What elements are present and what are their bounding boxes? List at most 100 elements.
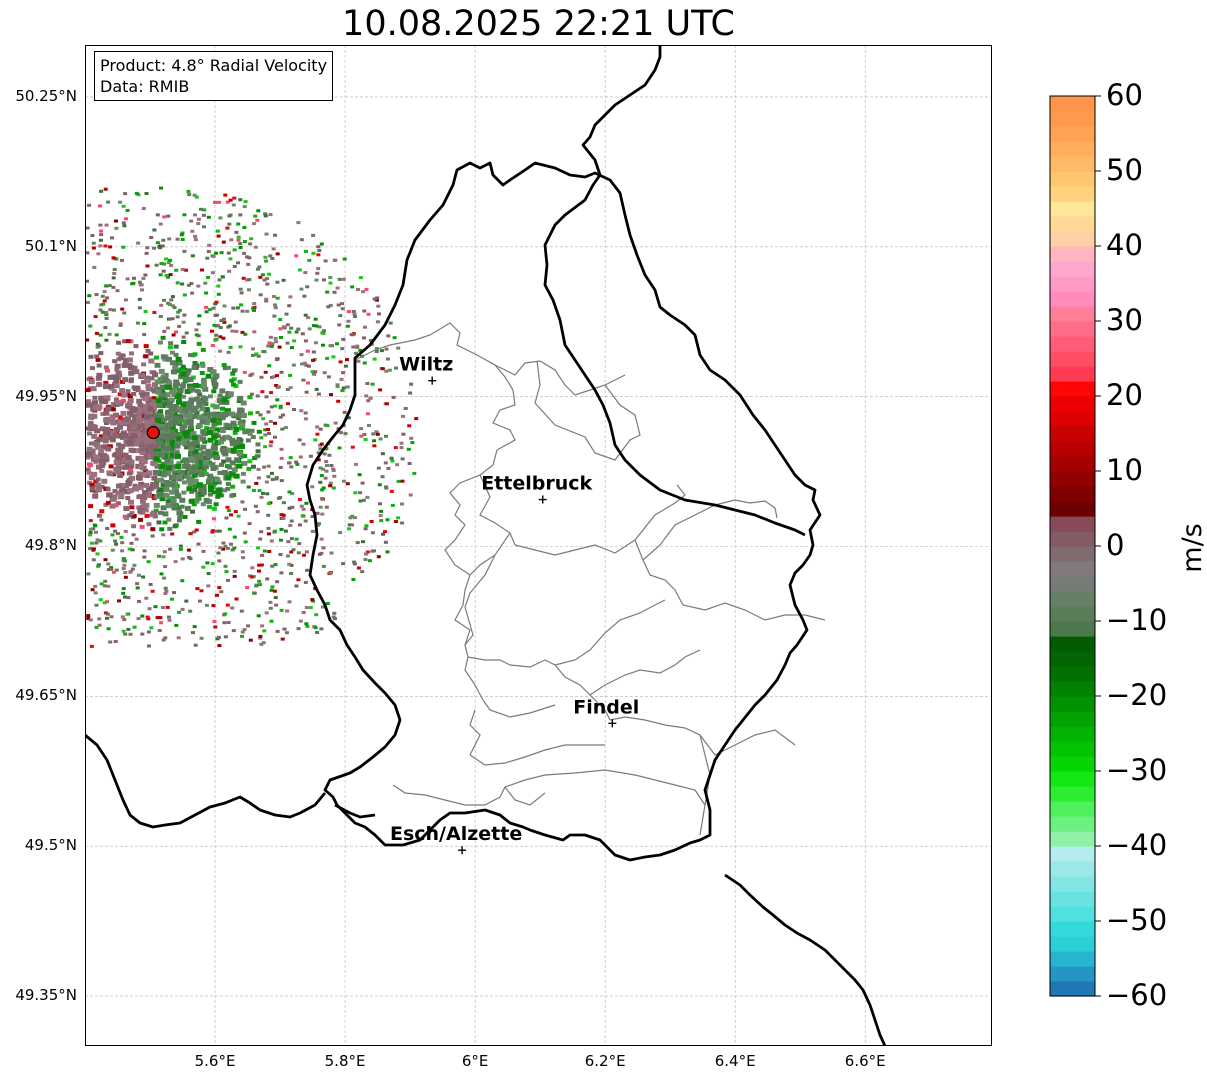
echo-pixel	[125, 612, 130, 616]
echo-pixel	[156, 520, 162, 525]
echo-pixel	[206, 453, 213, 459]
echo-pixel	[103, 396, 110, 402]
country-borders	[85, 45, 887, 1046]
echo-pixel	[138, 455, 145, 461]
echo-pixel	[368, 396, 373, 400]
echo-pixel	[90, 588, 95, 592]
echo-pixel	[170, 499, 177, 505]
echo-pixel	[342, 479, 346, 483]
echo-pixel	[270, 342, 275, 346]
echo-pixel	[232, 424, 238, 429]
echo-pixel	[160, 483, 166, 487]
echo-pixel	[171, 417, 178, 423]
echo-pixel	[335, 342, 339, 346]
echo-pixel	[167, 497, 173, 501]
echo-pixel	[204, 310, 209, 314]
echo-pixel	[343, 364, 348, 368]
echo-pixel	[104, 223, 109, 227]
echo-pixel	[368, 339, 373, 342]
echo-pixel	[305, 285, 310, 289]
echo-pixel	[118, 322, 123, 326]
echo-pixel	[143, 273, 148, 277]
echo-pixel	[240, 634, 244, 638]
echo-pixel	[98, 448, 105, 454]
echo-pixel	[238, 345, 243, 349]
echo-pixel	[196, 423, 203, 428]
echo-pixel	[113, 459, 120, 465]
echo-pixel	[161, 606, 165, 609]
echo-pixel	[274, 384, 279, 387]
echo-pixel	[231, 382, 236, 387]
echo-pixel	[151, 475, 158, 481]
echo-pixel	[331, 355, 336, 359]
echo-pixel	[90, 448, 96, 453]
echo-pixel	[260, 624, 265, 628]
echo-pixel	[143, 406, 150, 412]
echo-pixel	[260, 273, 265, 277]
echo-pixel	[96, 363, 102, 368]
echo-pixel	[156, 403, 163, 408]
echo-pixel	[350, 285, 355, 289]
echo-pixel	[384, 369, 389, 373]
echo-pixel	[227, 465, 232, 470]
echo-pixel	[347, 523, 352, 527]
echo-pixel	[112, 272, 117, 275]
echo-pixel	[120, 452, 126, 457]
echo-pixel	[233, 473, 240, 479]
echo-pixel	[225, 481, 231, 486]
echo-pixel	[236, 238, 241, 242]
echo-pixel	[363, 558, 368, 561]
echo-pixel	[275, 398, 280, 402]
echo-pixel	[114, 568, 119, 572]
echo-pixel	[182, 413, 189, 419]
echo-pixel	[247, 256, 252, 260]
echo-pixel	[262, 350, 267, 354]
map-frame-border	[85, 45, 992, 1046]
echo-pixel	[236, 451, 243, 456]
echo-pixel	[340, 347, 345, 351]
echo-pixel	[279, 479, 284, 483]
echo-pixel	[314, 324, 319, 328]
echo-pixel	[250, 353, 255, 357]
echo-pixel	[245, 438, 251, 443]
echo-pixel	[122, 618, 127, 622]
echo-pixel	[223, 612, 228, 616]
echo-pixel	[88, 426, 95, 432]
colorbar-band	[1050, 171, 1095, 187]
echo-pixel	[161, 269, 166, 273]
echo-pixel	[154, 437, 161, 443]
echo-pixel	[284, 631, 289, 635]
echo-pixel	[222, 304, 227, 308]
echo-pixel	[116, 483, 122, 489]
lon-tick-label: 6°E	[461, 1052, 489, 1070]
colorbar-band	[1050, 321, 1095, 337]
echo-pixel	[120, 398, 126, 403]
echo-pixel	[125, 455, 132, 460]
product-info-box: Product: 4.8° Radial Velocity Data: RMIB	[94, 51, 334, 101]
echo-pixel	[192, 193, 197, 197]
echo-pixel	[200, 384, 207, 389]
echo-pixel	[188, 465, 195, 471]
echo-pixel	[87, 422, 94, 428]
echo-pixel	[182, 213, 187, 217]
echo-pixel	[114, 542, 119, 546]
echo-pixel	[269, 588, 274, 592]
echo-pixel	[239, 303, 244, 307]
echo-pixel	[174, 268, 179, 272]
map-panel[interactable]: Wiltz Ettelbruck Findel Esch/Alzette	[85, 45, 992, 1046]
echo-pixel	[374, 350, 379, 353]
echo-pixel	[259, 495, 264, 499]
echo-pixel	[192, 488, 198, 493]
echo-pixel	[201, 400, 208, 406]
echo-pixel	[200, 444, 207, 450]
echo-pixel	[240, 550, 245, 554]
echo-pixel	[312, 324, 316, 328]
echo-pixel	[169, 439, 175, 445]
echo-pixel	[300, 362, 305, 366]
echo-pixel	[115, 532, 120, 536]
echo-pixel	[91, 471, 98, 477]
echo-pixel	[314, 613, 319, 617]
echo-pixel	[247, 522, 252, 526]
echo-pixel	[180, 607, 185, 611]
